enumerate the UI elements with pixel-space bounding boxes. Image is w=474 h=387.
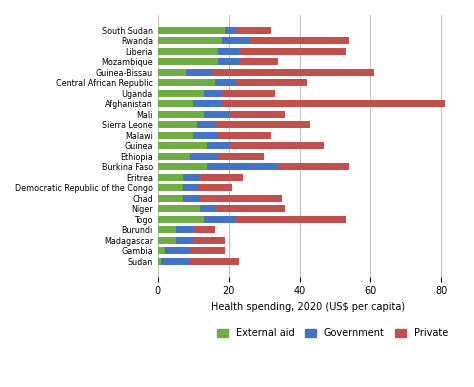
Bar [218, 58, 239, 65]
Bar [229, 142, 324, 149]
Bar [208, 142, 229, 149]
Bar [193, 237, 225, 244]
Legend: External aid, Government, Private: External aid, Government, Private [212, 323, 453, 343]
Bar [158, 100, 193, 107]
Bar [158, 79, 215, 86]
Bar [175, 237, 193, 244]
Bar [158, 69, 186, 76]
Bar [158, 205, 201, 212]
Bar [165, 247, 190, 254]
Bar [204, 111, 229, 118]
Bar [158, 153, 190, 160]
Bar [186, 69, 211, 76]
X-axis label: Health spending, 2020 (US$ per capita): Health spending, 2020 (US$ per capita) [211, 302, 405, 312]
Bar [158, 226, 175, 233]
Bar [158, 90, 204, 97]
Bar [158, 48, 218, 55]
Bar [197, 122, 215, 128]
Bar [215, 205, 285, 212]
Bar [197, 184, 232, 191]
Bar [182, 184, 197, 191]
Bar [158, 174, 182, 181]
Bar [201, 205, 215, 212]
Bar [222, 38, 250, 44]
Bar [239, 58, 278, 65]
Bar [208, 163, 278, 170]
Bar [158, 258, 162, 265]
Bar [229, 111, 285, 118]
Bar [175, 226, 193, 233]
Bar [158, 27, 225, 34]
Bar [158, 58, 218, 65]
Bar [201, 174, 243, 181]
Bar [218, 153, 264, 160]
Bar [222, 100, 445, 107]
Bar [193, 100, 222, 107]
Bar [190, 258, 239, 265]
Bar [158, 195, 182, 202]
Bar [218, 48, 239, 55]
Bar [158, 142, 208, 149]
Bar [158, 38, 222, 44]
Bar [158, 122, 197, 128]
Bar [236, 79, 307, 86]
Bar [239, 48, 346, 55]
Bar [215, 122, 310, 128]
Bar [204, 216, 236, 223]
Bar [158, 216, 204, 223]
Bar [204, 90, 222, 97]
Bar [193, 226, 215, 233]
Bar [215, 79, 236, 86]
Bar [222, 90, 275, 97]
Bar [182, 174, 201, 181]
Bar [158, 132, 193, 139]
Bar [278, 163, 349, 170]
Bar [218, 132, 271, 139]
Bar [250, 38, 349, 44]
Bar [182, 195, 201, 202]
Bar [190, 153, 218, 160]
Bar [193, 132, 218, 139]
Bar [236, 216, 346, 223]
Bar [225, 27, 236, 34]
Bar [201, 195, 282, 202]
Bar [158, 111, 204, 118]
Bar [158, 247, 165, 254]
Bar [190, 247, 225, 254]
Bar [158, 163, 208, 170]
Bar [158, 237, 175, 244]
Bar [158, 184, 182, 191]
Bar [162, 258, 190, 265]
Bar [211, 69, 374, 76]
Bar [236, 27, 271, 34]
